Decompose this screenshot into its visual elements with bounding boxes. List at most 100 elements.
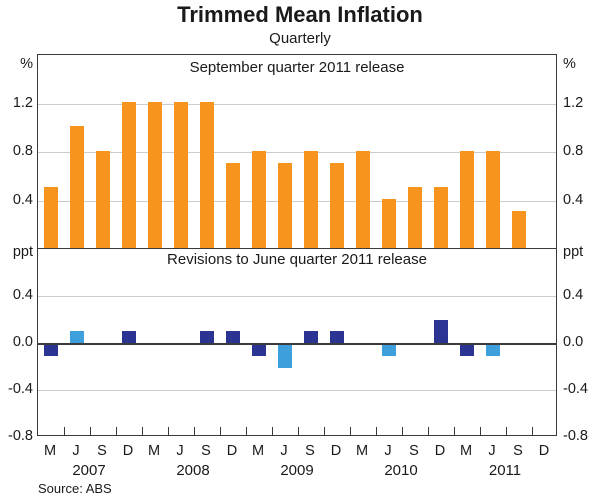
bottom-zero-line	[38, 343, 556, 345]
gridline-top-1.2	[38, 103, 556, 105]
bar-top-S-2009	[304, 150, 318, 248]
x-tick	[271, 427, 273, 435]
x-tick	[193, 427, 195, 435]
ytick-top-left-0.4: 0.4	[12, 191, 33, 208]
x-tick	[427, 427, 429, 435]
x-tick	[323, 427, 325, 435]
chart-title: Trimmed Mean Inflation	[177, 2, 423, 27]
x-tick	[297, 427, 299, 435]
x-quarter-label: D	[330, 443, 342, 459]
panel-divider	[38, 247, 556, 249]
ytick-bottom-left-0: 0.0	[12, 334, 33, 350]
bar-revision-M-2009	[252, 344, 266, 357]
x-quarter-label: J	[384, 443, 392, 459]
x-quarter-label: J	[280, 443, 288, 459]
x-quarter-label: M	[355, 443, 369, 459]
x-quarter-label: M	[147, 443, 161, 459]
bottom-panel-title: Revisions to June quarter 2011 release	[167, 251, 427, 268]
bar-top-S-2008	[200, 102, 214, 248]
x-tick	[141, 427, 143, 435]
bar-top-S-2011	[512, 211, 526, 248]
x-quarter-label: J	[488, 443, 496, 459]
chart-subtitle: Quarterly	[269, 30, 331, 47]
gridline-bottom-0.4	[38, 296, 556, 297]
x-tick	[63, 427, 65, 435]
x-quarter-label: D	[538, 443, 550, 459]
x-tick	[115, 427, 117, 435]
bar-top-J-2009	[278, 162, 292, 248]
bar-top-S-2007	[96, 150, 110, 248]
x-year-label-2011: 2011	[488, 462, 522, 479]
bar-top-M-2007	[44, 186, 58, 248]
bar-top-D-2008	[226, 162, 240, 248]
x-quarter-label: S	[513, 443, 523, 459]
x-quarter-label: J	[72, 443, 80, 459]
x-quarter-label: D	[226, 443, 238, 459]
x-quarter-label: J	[176, 443, 184, 459]
bar-top-J-2010	[382, 199, 396, 248]
x-tick	[349, 427, 351, 435]
ytick-top-right-1.2: 1.2	[563, 94, 584, 111]
bar-revision-J-2009	[278, 344, 292, 368]
bar-revision-D-2007	[122, 331, 136, 343]
bar-top-J-2007	[70, 126, 84, 248]
x-quarter-label: M	[251, 443, 265, 459]
bar-revision-J-2011	[486, 344, 500, 357]
x-year-label-2010: 2010	[384, 462, 418, 479]
ytick-bottom-right-0: 0.0	[563, 334, 584, 350]
x-year-label-2007: 2007	[72, 462, 106, 479]
bar-top-D-2009	[330, 162, 344, 248]
ytick-top-right-0.4: 0.4	[563, 191, 584, 208]
bar-revision-S-2008	[200, 331, 214, 343]
bar-revision-M-2007	[44, 344, 58, 357]
gridline-top-0.8	[38, 152, 556, 153]
x-quarter-label: D	[122, 443, 134, 459]
x-quarter-label: S	[97, 443, 107, 459]
source-note: Source: ABS	[38, 481, 112, 496]
x-quarter-label: S	[305, 443, 315, 459]
x-quarter-label: M	[43, 443, 57, 459]
bar-top-M-2009	[252, 150, 266, 248]
x-year-label-2008: 2008	[176, 462, 210, 479]
bar-revision-S-2009	[304, 331, 318, 343]
bar-top-S-2010	[408, 186, 422, 248]
bar-revision-D-2008	[226, 331, 240, 343]
x-tick	[401, 427, 403, 435]
bar-top-M-2008	[148, 102, 162, 248]
x-quarter-label: S	[409, 443, 419, 459]
x-tick	[375, 427, 377, 435]
bar-revision-J-2010	[382, 344, 396, 357]
bar-revision-M-2011	[460, 344, 474, 357]
bottom-unit-right: ppt	[563, 244, 584, 260]
ytick-top-right-0.8: 0.8	[563, 143, 584, 159]
bar-top-D-2010	[434, 186, 448, 248]
ytick-bottom-left--0.8: -0.8	[8, 428, 33, 444]
x-quarter-label: D	[434, 443, 446, 459]
bar-top-J-2011	[486, 150, 500, 248]
gridline-top-0.4	[38, 200, 556, 202]
x-tick	[453, 427, 455, 435]
top-unit-right: %	[563, 56, 576, 72]
ytick-top-left-1.2: 1.2	[12, 94, 33, 111]
x-tick	[245, 427, 247, 435]
x-quarter-label: M	[459, 443, 473, 459]
x-tick	[89, 427, 91, 435]
x-quarter-label: S	[201, 443, 211, 459]
x-tick	[531, 427, 533, 435]
bar-top-M-2010	[356, 150, 370, 248]
ytick-bottom-right-0.4: 0.4	[563, 287, 584, 303]
bar-top-J-2008	[174, 102, 188, 248]
bar-revision-D-2009	[330, 331, 344, 343]
top-unit-left: %	[20, 56, 33, 72]
x-tick	[219, 427, 221, 435]
ytick-top-left-0.8: 0.8	[12, 143, 33, 159]
ytick-bottom-right--0.8: -0.8	[563, 428, 588, 444]
bar-top-M-2011	[460, 150, 474, 248]
bar-revision-J-2007	[70, 331, 84, 343]
ytick-bottom-right--0.4: -0.4	[563, 381, 588, 397]
top-panel-title: September quarter 2011 release	[189, 59, 405, 76]
x-tick	[167, 427, 169, 435]
x-year-label-2009: 2009	[280, 462, 314, 479]
bottom-unit-left: ppt	[12, 244, 33, 260]
